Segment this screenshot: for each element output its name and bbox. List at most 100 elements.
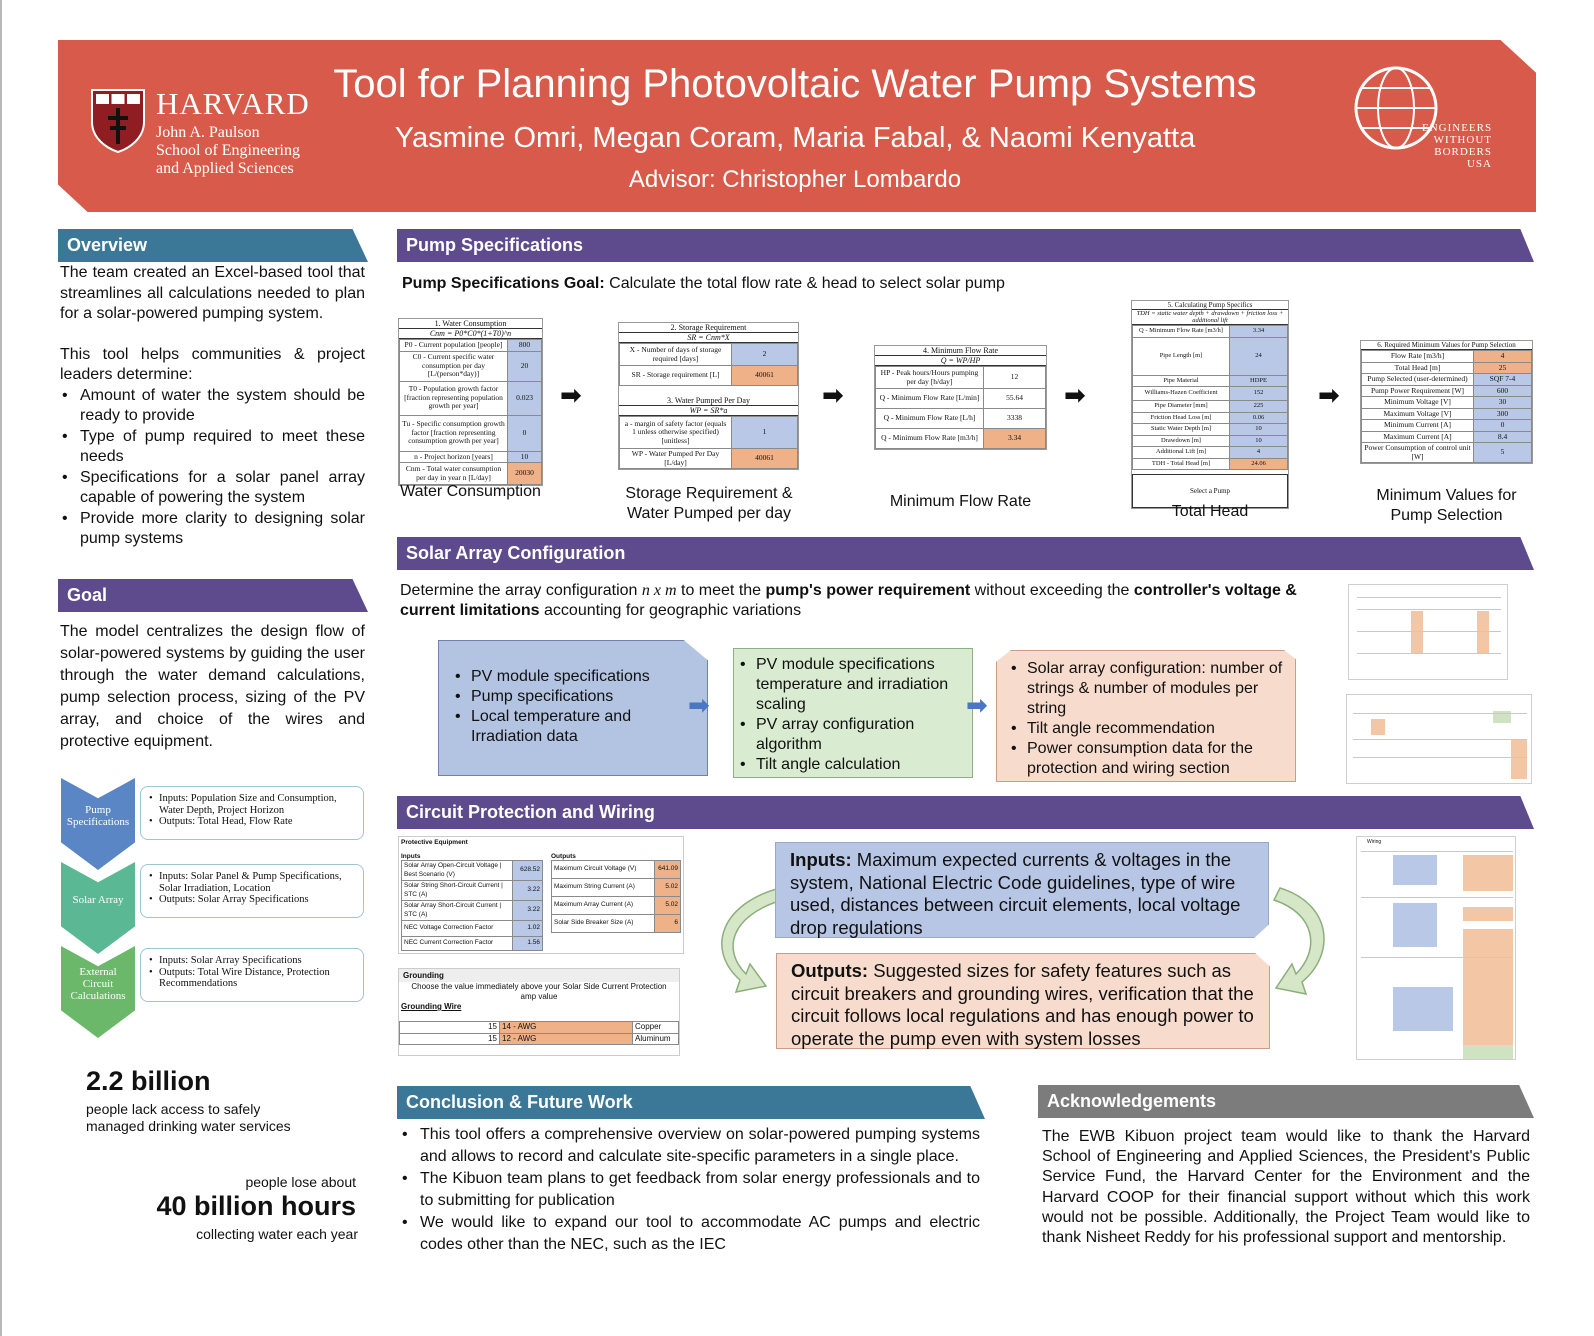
table-row: Drawdown [m] 10 xyxy=(1132,434,1288,447)
overview-list: Amount of water the system should be rea… xyxy=(60,386,365,550)
cell: 4 xyxy=(1229,446,1288,459)
sheet-title: Grounding xyxy=(399,969,679,982)
sheet-min-values: 6. Required Minimum Values for Pump Sele… xyxy=(1360,340,1533,464)
cell: HDPE xyxy=(1229,374,1288,387)
cell: Cnm - Total water consumption per day in… xyxy=(399,462,508,485)
thumb-cell xyxy=(1393,987,1453,1031)
sheet-table: P0 - Current population [people] 800 C0 -… xyxy=(399,339,542,485)
cell: Drawdown [m] xyxy=(1132,434,1230,447)
cell: Friction Head Loss [m] xyxy=(1132,411,1230,424)
thumb-line xyxy=(1353,739,1527,740)
cell: Aluminum xyxy=(632,1032,679,1045)
sheet-formula: SR = Cnm*X xyxy=(619,333,798,343)
grounding-sheet: Grounding Choose the value immediately a… xyxy=(398,968,680,1056)
cell: X - Number of days of storage required [… xyxy=(619,343,732,366)
conclusion-text: This tool offers a comprehensive overvie… xyxy=(400,1124,980,1256)
sheet-table: Flow Rate [m3/h] 4 Total Head [m] 25 Pump … xyxy=(1361,350,1532,463)
goal-heading: Goal xyxy=(58,579,368,612)
thumb-line xyxy=(1357,597,1501,598)
table-row: NEC Voltage Correction Factor 1.02 xyxy=(401,920,543,937)
sheet-water-consumption: 1. Water Consumption Cnm = P0*C0*(1+T0)^… xyxy=(398,318,543,486)
thumb-line xyxy=(1357,631,1501,632)
cell: WP - Water Pumped Per Day [L/day] xyxy=(619,448,732,469)
stat-hours-top: people lose about xyxy=(245,1174,356,1190)
table-row: Q - Minimum Flow Rate [L/min] 55.64 xyxy=(875,388,1046,409)
list-item: This tool offers a comprehensive overvie… xyxy=(400,1124,980,1168)
cell: 3.34 xyxy=(1229,325,1288,338)
cell: Minimum Voltage [V] xyxy=(1361,396,1474,409)
table-row: Friction Head Loss [m] 0.06 xyxy=(1132,411,1288,424)
table-row: Solar Side Breaker Size (A) 6 xyxy=(551,914,681,933)
cell: Pipe Diameter [mm] xyxy=(1132,400,1230,413)
table-row: Q - Minimum Flow Rate [L/h] 3338 xyxy=(875,408,1046,429)
acknowledgements-heading: Acknowledgements xyxy=(1038,1085,1534,1118)
caption-min-values: Minimum Values for Pump Selection xyxy=(1376,487,1517,524)
thumb-line xyxy=(1353,713,1527,714)
cell: Additional Lift [m] xyxy=(1132,446,1230,459)
table-row: Maximum Circuit Voltage (V) 641.09 xyxy=(551,860,681,879)
table-row: Maximum String Current (A) 5.02 xyxy=(551,878,681,897)
list-item: Outputs: Total Head, Flow Rate xyxy=(149,816,355,828)
table-row: HP - Peak hours/Hours pumping per day [h… xyxy=(875,366,1046,389)
cell: Total Head [m] xyxy=(1361,361,1474,374)
cell: 24.06 xyxy=(1229,457,1288,470)
table-row: T0 - Population growth factor [fraction … xyxy=(399,380,542,416)
thumb-line xyxy=(1361,897,1513,898)
table-row: 15 12 - AWG Aluminum xyxy=(399,1032,679,1045)
thumb-cell xyxy=(1493,711,1511,723)
circuit-inputs-label: Inputs: xyxy=(790,849,852,870)
table-row: Solar Array Open-Circuit Voltage | Best … xyxy=(401,860,543,881)
conclusion-heading: Conclusion & Future Work xyxy=(397,1086,985,1119)
sheet-formula: WP = SR*a xyxy=(619,406,798,416)
thumb-line xyxy=(1357,609,1501,610)
cell: Pipe Length [m] xyxy=(1132,336,1230,376)
sheet-title: 1. Water Consumption xyxy=(399,319,542,329)
list-item: Specifications for a solar panel array c… xyxy=(60,468,365,509)
cell: Solar String Short-Circuit Current | STC… xyxy=(401,880,513,901)
wiring-spreadsheet-thumbnail: Wiring xyxy=(1356,836,1516,1060)
table-row: Total Head [m] 25 xyxy=(1361,361,1532,374)
cell: 152 xyxy=(1229,386,1288,401)
curved-arrow-icon xyxy=(1272,887,1325,995)
sheet-table: HP - Peak hours/Hours pumping per day [h… xyxy=(875,366,1046,449)
select-pump-button[interactable]: Select a Pump xyxy=(1132,474,1288,508)
stat-water-access: 2.2 billion xyxy=(86,1066,211,1096)
sheet-table: Solar Array Open-Circuit Voltage | Best … xyxy=(401,860,543,951)
cell: 600 xyxy=(1473,384,1532,397)
list-item: Outputs: Solar Array Specifications xyxy=(149,894,355,906)
cell: Tu - Specific consumption growth factor … xyxy=(399,414,508,452)
sheet-storage: 2. Storage Requirement SR = Cnm*X X - Nu… xyxy=(618,322,799,470)
sheet-table: a - margin of safety factor (equals 1 un… xyxy=(619,416,798,469)
ewb-wordmark: ENGINEERS WITHOUT BORDERS USA xyxy=(1422,122,1492,170)
circuit-inputs-text: Maximum expected currents & voltages in … xyxy=(790,849,1241,938)
poster-header: HARVARD John A. Paulson School of Engine… xyxy=(58,40,1536,212)
conclusion-list: This tool offers a comprehensive overvie… xyxy=(400,1124,980,1256)
cell: Pump Selected (user-determined) xyxy=(1361,373,1474,386)
table-row: Pipe Length [m] 24 xyxy=(1132,336,1288,376)
solar-intro: Determine the array configuration n x m … xyxy=(400,581,1320,621)
list-item: Provide more clarity to designing solar … xyxy=(60,509,365,550)
caption-storage: Storage Requirement & Water Pumped per d… xyxy=(625,485,793,522)
sheet-title: 6. Required Minimum Values for Pump Sele… xyxy=(1361,341,1532,350)
thumb-cell xyxy=(1463,987,1513,1045)
table-row: Solar String Short-Circuit Current | STC… xyxy=(401,880,543,901)
pe-inputs: Inputs Solar Array Open-Circuit Voltage … xyxy=(401,853,543,951)
cell: Power Consumption of control unit [W] xyxy=(1361,442,1474,463)
solar-spreadsheet-thumbnail xyxy=(1348,584,1508,680)
harvard-logo: HARVARD John A. Paulson School of Engine… xyxy=(90,86,310,178)
thumb-cell xyxy=(1463,1045,1513,1059)
thumb-cell xyxy=(1511,739,1527,779)
cell: 3.22 xyxy=(512,880,543,901)
solar-process-box: PV module specifications temperature and… xyxy=(733,648,973,778)
thumb-line xyxy=(1353,757,1527,758)
list-item: PV array configuration algorithm xyxy=(738,715,966,755)
flow-step-circuit: External Circuit Calculations xyxy=(61,946,135,1038)
pump-goal: Pump Specifications Goal: Calculate the … xyxy=(402,275,1005,293)
poster-authors: Yasmine Omri, Megan Coram, Maria Fabal, … xyxy=(394,122,1196,154)
table-row: Pump Power Requirement [W] 600 xyxy=(1361,384,1532,397)
cell: Maximum String Current (A) xyxy=(551,878,655,897)
harvard-sub-line: School of Engineering xyxy=(156,142,300,159)
cell: Pipe Material xyxy=(1132,374,1230,387)
table-row: WP - Water Pumped Per Day [L/day] 40061 xyxy=(619,448,798,469)
thumb-cell xyxy=(1463,929,1513,987)
